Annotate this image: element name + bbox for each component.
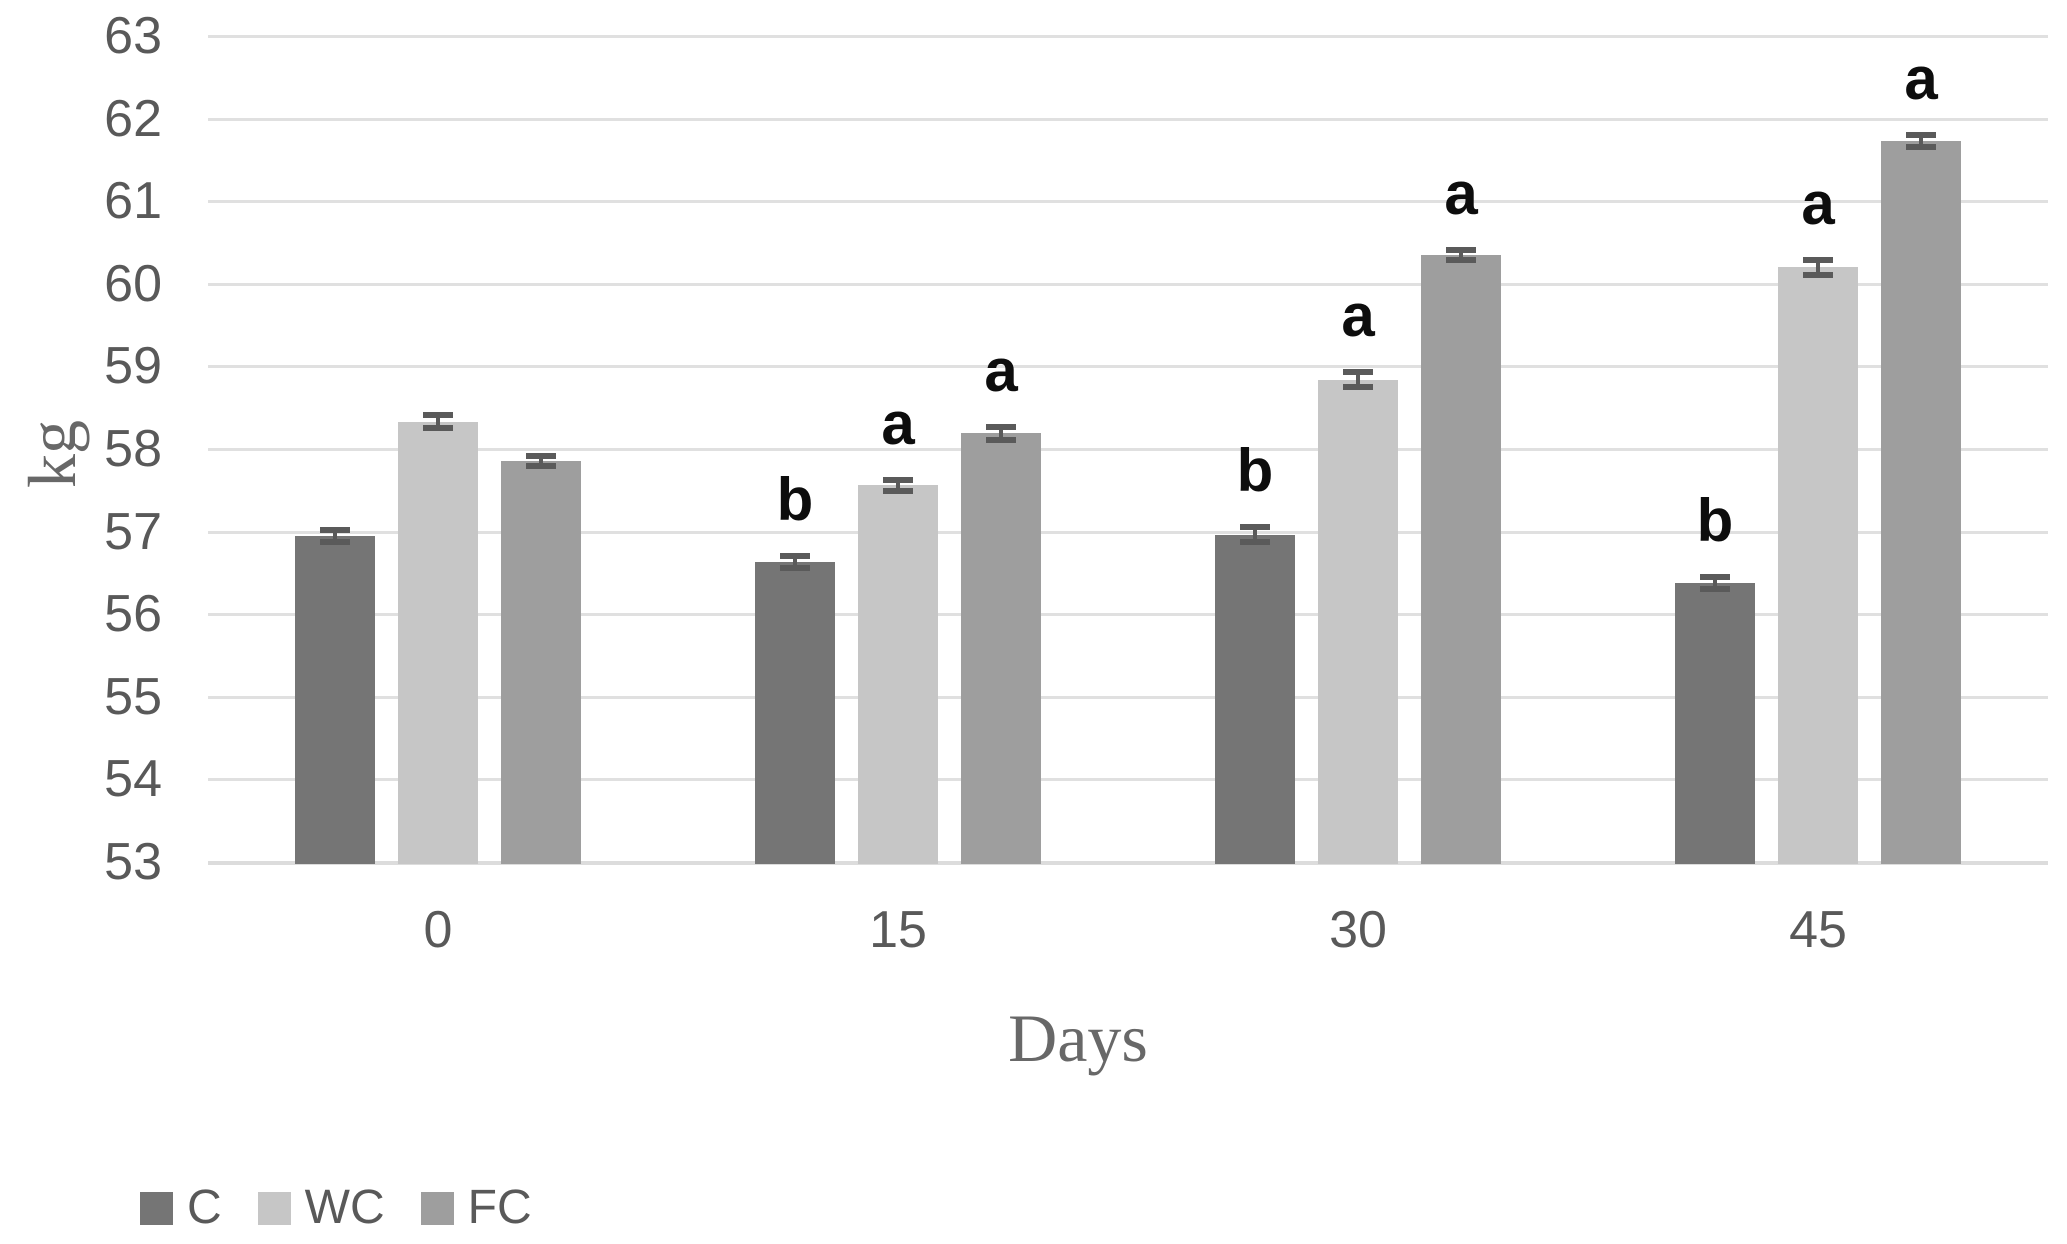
error-bar (896, 479, 900, 492)
y-tick-label: 60 (104, 254, 162, 313)
bar-FC-day0 (501, 460, 581, 864)
error-bar-cap (1700, 585, 1730, 592)
legend-label: FC (467, 1181, 532, 1234)
error-bar (793, 556, 797, 568)
error-bar-cap (1803, 271, 1833, 278)
error-bar (333, 529, 337, 542)
significance-letter: b (1236, 437, 1274, 505)
gridline (208, 695, 2048, 699)
y-tick-label: 58 (104, 420, 162, 478)
legend: C WC FC (140, 1184, 532, 1232)
x-tick-label: 0 (423, 901, 453, 959)
legend-label: WC (304, 1181, 385, 1234)
error-bar-cap (526, 452, 556, 459)
error-bar-cap (780, 553, 810, 560)
error-bar-cap (1906, 143, 1936, 150)
error-bar (999, 426, 1003, 440)
gridline (208, 448, 2048, 451)
error-bar-cap (1240, 539, 1270, 546)
bar-WC-day45 (1778, 267, 1858, 864)
y-tick-label: 61 (104, 172, 162, 231)
error-bar-cap (1446, 256, 1476, 263)
error-bar-cap (1343, 369, 1373, 376)
y-tick-label: 53 (104, 833, 162, 891)
significance-letter: a (984, 336, 1018, 404)
y-tick-label: 59 (104, 337, 162, 396)
bar-FC-day45 (1881, 140, 1961, 864)
error-bar (539, 455, 543, 466)
significance-letter: a (1801, 169, 1835, 237)
legend-label: C (187, 1181, 222, 1234)
significance-letter: a (881, 389, 915, 457)
y-tick-label: 63 (104, 7, 162, 65)
error-bar-cap (526, 462, 556, 469)
error-bar-cap (423, 425, 453, 432)
error-bar-cap (986, 436, 1016, 443)
legend-swatch (420, 1191, 454, 1225)
error-bar-cap (1906, 132, 1936, 139)
error-bar-cap (320, 526, 350, 533)
bar-WC-day15 (858, 485, 938, 864)
x-axis-title: Days (1008, 1000, 1148, 1076)
y-tick-label: 54 (104, 750, 162, 809)
error-bar-cap (320, 538, 350, 545)
error-bar-cap (780, 564, 810, 571)
error-bar (1713, 577, 1717, 589)
error-bar-cap (1446, 246, 1476, 253)
legend-item-C: C (140, 1184, 222, 1232)
error-bar-cap (1700, 574, 1730, 581)
legend-item-WC: WC (257, 1181, 385, 1234)
significance-letter: b (776, 466, 814, 534)
gridline (208, 778, 2048, 782)
legend-swatch (257, 1191, 291, 1225)
error-bar-cap (1803, 256, 1833, 263)
error-bar (1253, 527, 1257, 543)
bar-FC-day15 (961, 433, 1041, 864)
legend-item-FC: FC (420, 1181, 532, 1234)
error-bar (436, 415, 440, 429)
bar-C-day15 (755, 562, 835, 864)
gridline (208, 35, 2048, 38)
bar-C-day45 (1675, 582, 1755, 864)
error-bar (1919, 135, 1923, 147)
error-bar-cap (1343, 384, 1373, 391)
error-bar (1459, 249, 1463, 260)
bar-FC-day30 (1421, 254, 1501, 864)
y-tick-label: 56 (104, 585, 162, 644)
bar-C-day30 (1215, 534, 1295, 864)
gridline (208, 282, 2048, 286)
gridline (208, 117, 2048, 121)
error-bar-cap (986, 423, 1016, 430)
gridline (208, 200, 2048, 204)
bar-WC-day0 (398, 421, 478, 864)
axis-baseline (208, 861, 2048, 865)
x-tick-label: 30 (1329, 901, 1387, 959)
y-axis-title: kg (14, 420, 90, 488)
significance-letter: a (1904, 45, 1938, 113)
error-bar-cap (423, 412, 453, 419)
gridline (208, 365, 2048, 369)
y-tick-label: 55 (104, 667, 162, 726)
bar-WC-day30 (1318, 379, 1398, 864)
gridline (208, 530, 2048, 534)
gridline (208, 613, 2048, 617)
x-tick-label: 15 (869, 901, 927, 959)
y-tick-label: 57 (104, 502, 162, 561)
error-bar-cap (883, 476, 913, 483)
error-bar-cap (883, 488, 913, 495)
significance-letter: b (1696, 487, 1734, 555)
legend-swatch (140, 1191, 173, 1225)
error-bar-cap (1240, 524, 1270, 531)
significance-letter: a (1341, 282, 1375, 350)
y-tick-label: 62 (104, 89, 162, 148)
x-tick-label: 45 (1789, 901, 1847, 959)
error-bar (1816, 259, 1820, 275)
error-bar (1356, 372, 1360, 388)
significance-letter: a (1444, 159, 1478, 227)
bar-C-day0 (295, 535, 375, 864)
